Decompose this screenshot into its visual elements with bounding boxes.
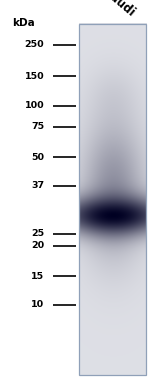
Text: 37: 37: [31, 181, 44, 190]
Text: 100: 100: [25, 101, 44, 110]
Text: 50: 50: [31, 153, 44, 162]
Text: 10: 10: [31, 300, 44, 309]
Text: 75: 75: [31, 122, 44, 131]
Text: 150: 150: [25, 72, 44, 81]
Bar: [79, 24, 146, 375]
Text: 15: 15: [31, 272, 44, 281]
Text: 250: 250: [25, 40, 44, 50]
Text: 20: 20: [31, 241, 44, 250]
Text: kDa: kDa: [12, 18, 35, 28]
Text: Daudi: Daudi: [100, 0, 137, 20]
Text: 25: 25: [31, 229, 44, 238]
